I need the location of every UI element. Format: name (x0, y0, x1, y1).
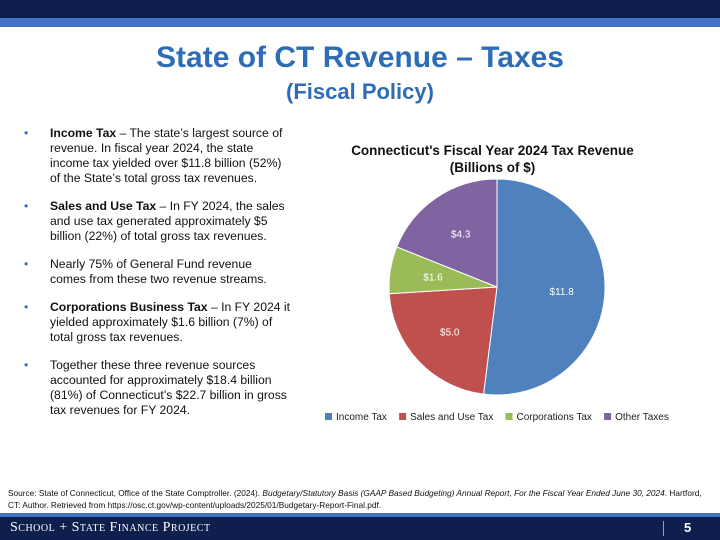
chart-title: Connecticut's Fiscal Year 2024 Tax Reven… (351, 143, 634, 158)
bullet-text: Together these three revenue sources acc… (50, 358, 287, 417)
source-report-title: Budgetary/Statutory Basis (GAAP Based Bu… (262, 488, 665, 498)
bullet-item: Together these three revenue sources acc… (22, 358, 290, 418)
bottom-accent-stripe (0, 513, 720, 517)
bullet-text: Nearly 75% of General Fund revenue comes… (50, 257, 267, 286)
legend-label: Other Taxes (615, 412, 669, 423)
pie-slice-income-tax (483, 178, 606, 396)
pie-slice-sales-and-use-tax (388, 286, 498, 395)
legend-swatch (324, 413, 332, 420)
legend-item-income-tax: Income Tax (324, 412, 387, 423)
bullet-item: Income Tax – The state’s largest source … (22, 126, 290, 186)
legend-swatch (604, 413, 612, 420)
bullet-heading: Sales and Use Tax (50, 199, 157, 213)
data-label-other-taxes: $4.3 (451, 229, 471, 240)
chart-title-block: Connecticut's Fiscal Year 2024 Tax Reven… (300, 142, 685, 176)
source-prefix: Source: State of Connecticut, Office of … (8, 488, 263, 498)
page-subtitle: (Fiscal Policy) (286, 79, 434, 104)
bullet-item: Sales and Use Tax – In FY 2024, the sale… (22, 199, 290, 244)
bullet-list: Income Tax – The state’s largest source … (22, 126, 290, 431)
legend-swatch (505, 413, 513, 420)
data-label-income-tax: $11.8 (550, 287, 575, 298)
bullet-item: Corporations Business Tax – In FY 2024 i… (22, 300, 290, 345)
footer-divider (663, 521, 664, 536)
legend-item-other-taxes: Other Taxes (604, 412, 669, 423)
title-block: State of CT Revenue – Taxes (Fiscal Poli… (0, 38, 720, 106)
bullet-heading: Income Tax (50, 126, 117, 140)
page-title: State of CT Revenue – Taxes (156, 41, 564, 74)
legend-item-corporations-tax: Corporations Tax (505, 412, 592, 423)
bullet-text: – The state’s largest source of revenue.… (50, 126, 283, 185)
legend-label: Corporations Tax (517, 412, 592, 423)
source-citation: Source: State of Connecticut, Office of … (8, 487, 712, 511)
page-number: 5 (684, 520, 692, 535)
legend-swatch (399, 413, 407, 420)
bullet-heading: Corporations Business Tax (50, 300, 208, 314)
data-label-corporations-tax: $1.6 (423, 273, 443, 284)
top-banner (0, 0, 720, 18)
pie-slice-other-taxes (396, 178, 498, 288)
legend-item-sales-and-use-tax: Sales and Use Tax (399, 412, 493, 423)
bullet-text: – In FY 2024 it yielded approximately $1… (50, 300, 291, 344)
footer-bar: School + State Finance Project 5 (0, 517, 720, 540)
top-accent-stripe (0, 18, 720, 27)
bullet-text: – In FY 2024, the sales and use tax gene… (50, 199, 285, 243)
footer-brand: School + State Finance Project (10, 520, 211, 535)
legend-label: Sales and Use Tax (410, 412, 493, 423)
legend-label: Income Tax (336, 412, 387, 423)
chart-subtitle: (Billions of $) (449, 160, 536, 175)
bullet-item: Nearly 75% of General Fund revenue comes… (22, 257, 290, 287)
pie-svg: $11.8 $5.0 $1.6 $4.3 Income Tax Sales and Use… (324, 178, 669, 423)
data-label-sales-and-use-tax: $5.0 (440, 327, 460, 338)
pie-chart: Connecticut's Fiscal Year 2024 Tax Reven… (300, 140, 715, 440)
source-suffix: . Hartford, CT: Author. Retrieved from h… (8, 488, 702, 510)
